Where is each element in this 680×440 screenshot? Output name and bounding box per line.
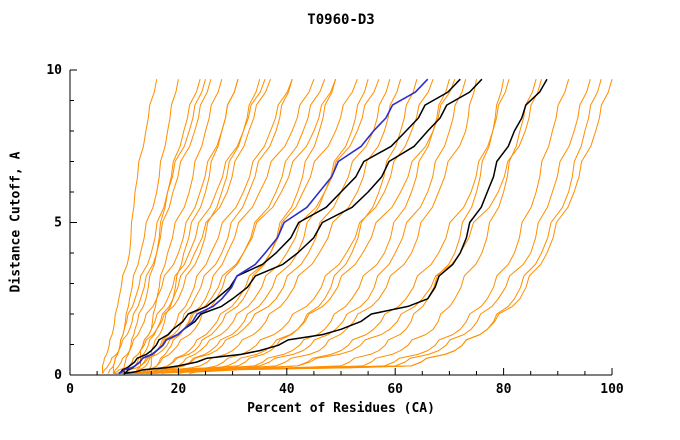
ensemble-models-curve — [123, 79, 293, 374]
x-tick-label: 80 — [496, 382, 512, 397]
ensemble-models-curve — [124, 79, 537, 374]
ensemble-models-curve — [129, 79, 613, 374]
ensemble-models-curve — [118, 79, 418, 374]
ensemble-models-curve — [145, 79, 391, 374]
ensemble-models-curve — [134, 79, 293, 374]
ensemble-models-curve — [151, 79, 369, 374]
ensemble-models-curve — [161, 79, 380, 374]
ensemble-models-curve — [140, 79, 477, 374]
y-axis-label: Distance Cutoff, A — [8, 151, 24, 293]
ensemble-models-curve — [118, 79, 591, 374]
highlighted-models-curve — [124, 78, 548, 375]
ensemble-models-curve — [112, 79, 239, 374]
ensemble-models-curve — [102, 79, 212, 374]
y-tick-label: 5 — [54, 216, 62, 231]
ensemble-models-curve — [134, 79, 337, 374]
ensemble-models-curve — [112, 79, 179, 374]
ensemble-models-curve — [151, 79, 358, 374]
ensemble-models-curve — [107, 79, 206, 374]
ensemble-models-curve — [102, 79, 158, 374]
ensemble-models-curve — [124, 79, 467, 374]
ensemble-models-curve — [129, 79, 450, 374]
ensemble-models-curve — [151, 79, 510, 374]
ensemble-models-curve — [123, 79, 337, 374]
x-tick-label: 20 — [171, 382, 187, 397]
y-tick-label: 0 — [54, 368, 62, 383]
chart-title: T0960-D3 — [307, 12, 375, 28]
ensemble-models-curve — [178, 79, 434, 374]
x-tick-label: 0 — [66, 382, 74, 397]
ensemble-models-curve — [161, 79, 402, 374]
x-tick-label: 40 — [279, 382, 295, 397]
y-tick-label: 10 — [46, 63, 62, 78]
x-axis-label: Percent of Residues (CA) — [247, 401, 435, 416]
selected-model-curve — [118, 78, 429, 375]
ensemble-models-curve — [189, 79, 456, 374]
ensemble-models-curve — [134, 79, 570, 374]
highlighted-models-curve — [118, 78, 461, 375]
ensemble-models-curve — [123, 79, 201, 374]
ensemble-models-curve — [123, 79, 271, 374]
x-tick-label: 100 — [600, 382, 624, 397]
ensemble-models-curve — [113, 79, 266, 374]
ensemble-models-curve — [145, 79, 315, 374]
x-tick-label: 60 — [387, 382, 403, 397]
ensemble-models-curve — [134, 79, 542, 374]
